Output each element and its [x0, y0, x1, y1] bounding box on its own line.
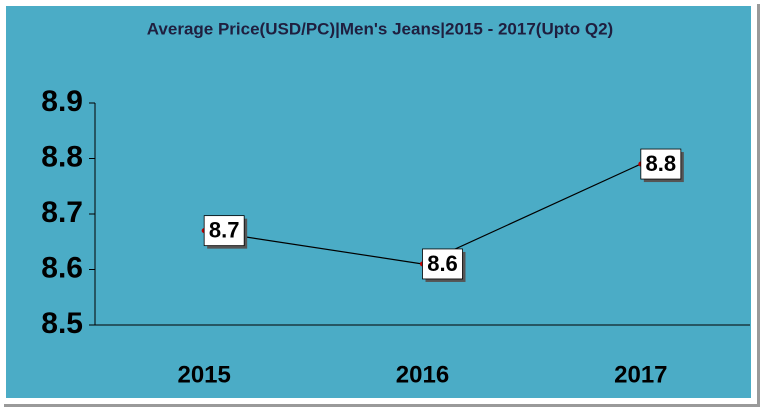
data-label: 8.8 [646, 151, 677, 176]
data-label-box [203, 215, 245, 247]
x-tick-label: 2016 [396, 361, 449, 388]
y-tick-label: 8.9 [41, 85, 83, 118]
data-label: 8.6 [427, 251, 458, 276]
data-label-box [640, 148, 682, 180]
chart-background [6, 6, 751, 398]
data-label: 8.7 [209, 217, 240, 242]
y-tick-label: 8.7 [41, 196, 83, 229]
chart-title: Average Price(USD/PC)|Men's Jeans|2015 -… [147, 19, 613, 38]
x-tick-label: 2017 [614, 361, 667, 388]
y-tick-label: 8.6 [41, 251, 83, 284]
data-label-box [422, 248, 463, 280]
y-tick-label: 8.8 [41, 140, 83, 173]
x-tick-label: 2015 [177, 361, 230, 388]
y-tick-label: 8.5 [41, 307, 83, 340]
